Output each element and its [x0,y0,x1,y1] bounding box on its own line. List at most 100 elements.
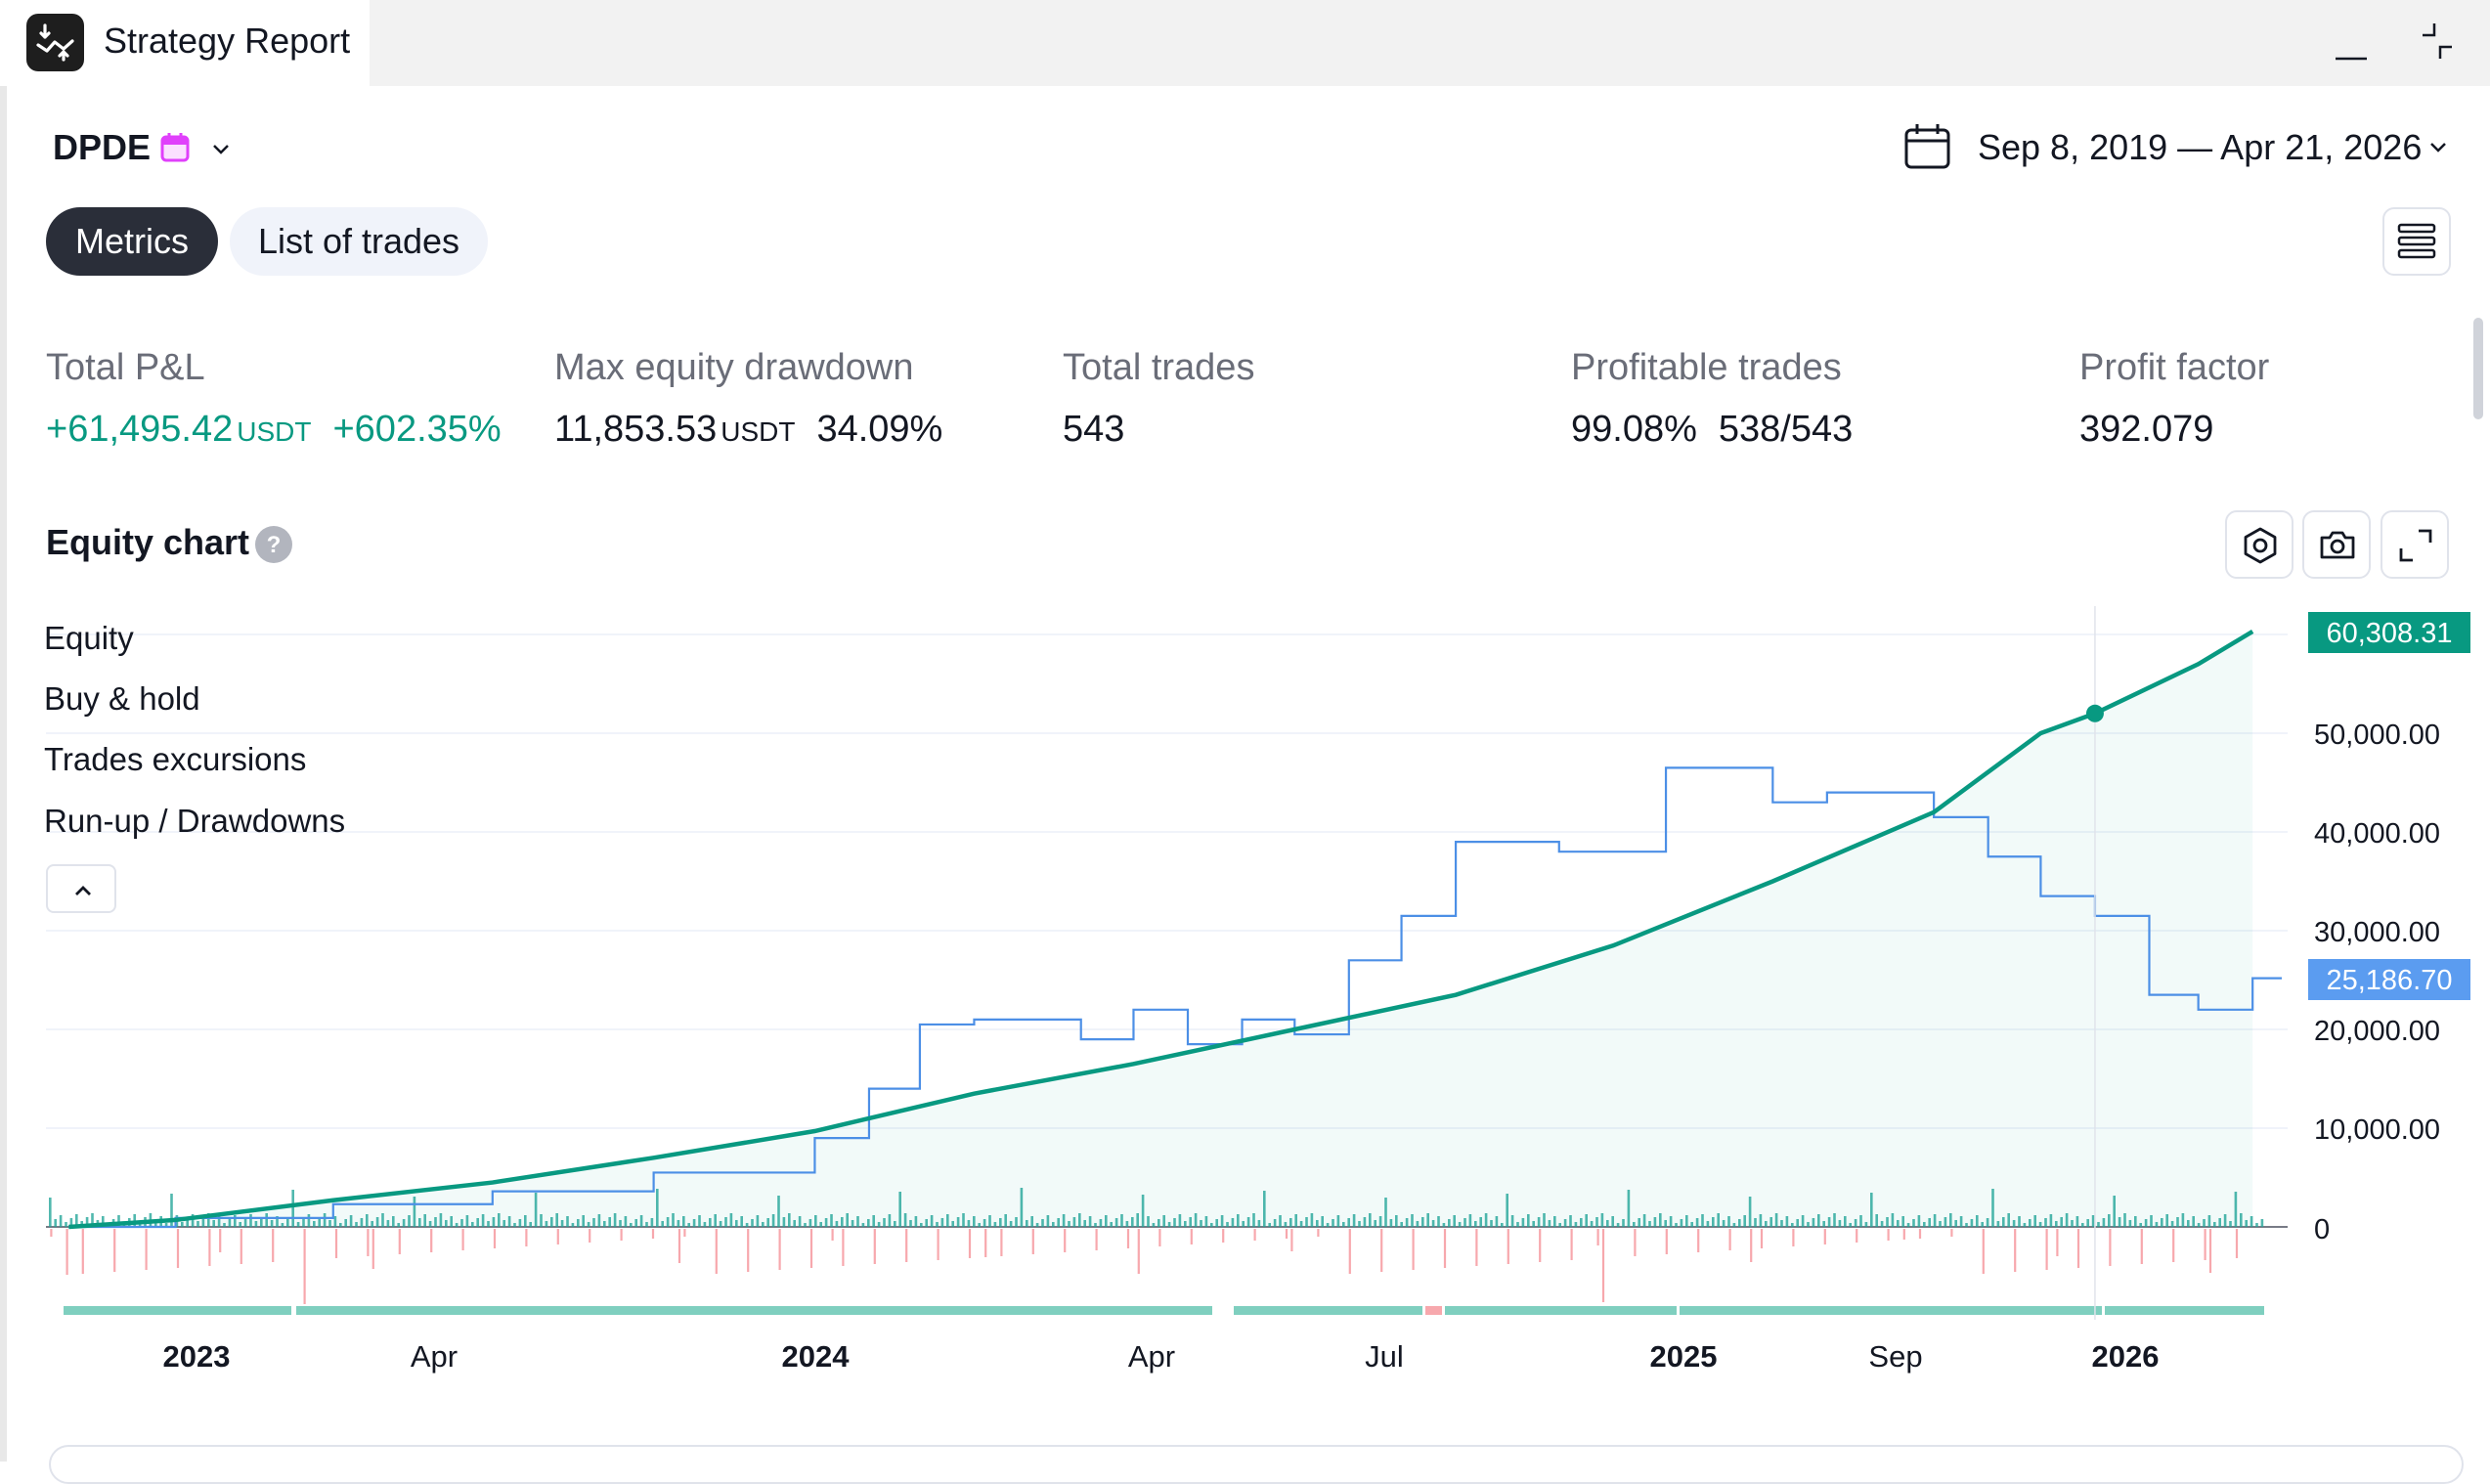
runup-bar [1944,1217,1947,1227]
drawdown-bar [1137,1229,1140,1274]
chart-settings-button[interactable] [2225,510,2293,579]
runup-bar [1484,1213,1488,1227]
settings-icon [2244,527,2277,564]
scrollbar-thumb[interactable] [2473,318,2483,419]
runup-bar [1780,1220,1783,1227]
runup-bar [1389,1219,1393,1227]
runup-bar [1384,1198,1387,1227]
runup-bar [2113,1196,2116,1227]
metric-label: Max equity drawdown [554,347,914,388]
runup-bar [856,1216,859,1227]
runup-bar [2213,1222,2216,1227]
runup-bar [1986,1218,1989,1227]
runup-bar [1263,1191,1266,1227]
fullscreen-button[interactable] [2381,510,2449,579]
drawdown-bar [272,1229,275,1262]
runup-bar [481,1214,485,1227]
symbol-name[interactable]: DPDE [53,127,152,167]
runup-bar [397,1223,400,1227]
runup-bar [1765,1221,1768,1227]
legend-runup-drawdowns[interactable]: Run-up / Drawdowns [44,803,346,839]
chevron-down-icon[interactable] [207,135,235,162]
runup-bar [1268,1223,1271,1227]
runup-bar [1801,1215,1805,1227]
minimize-icon[interactable] [2327,16,2385,74]
drawdown-bar [50,1229,53,1237]
runup-bar [518,1219,522,1227]
runup-bar [1468,1214,1472,1227]
drawdown-bar [620,1229,623,1241]
drawdown-bar [1950,1229,1953,1237]
runup-bar [2144,1219,2148,1227]
runup-bar [993,1222,997,1227]
calendar-icon[interactable] [1902,121,1953,172]
runup-bar [1453,1215,1456,1227]
runup-bar [1052,1222,1055,1227]
equity-last-value [2308,612,2470,653]
runup-bar [1748,1197,1752,1227]
runup-bar [1210,1223,1213,1227]
runup-bar [1411,1214,1414,1227]
runup-bar [1310,1213,1314,1227]
buy-hold-line[interactable] [68,766,2282,1229]
runup-bar [1600,1213,1604,1227]
runup-bar [413,1197,416,1227]
runup-bar [766,1218,769,1227]
runup-bar [1437,1216,1440,1227]
runup-bar [560,1220,564,1227]
drawdown-bar [747,1229,750,1272]
runup-bar [1844,1216,1847,1227]
runup-bar [2234,1192,2238,1227]
runup-bar [1421,1217,1424,1227]
runup-bar [392,1216,395,1227]
runup-bar [1796,1219,1799,1227]
tab-metrics[interactable]: Metrics [46,207,218,276]
runup-bar [524,1215,527,1227]
collapse-legend-button[interactable] [46,864,116,913]
runup-bar [1200,1220,1202,1227]
runup-bar [1026,1220,1028,1227]
runup-bar [1754,1218,1757,1227]
metric-profit-factor: Profit factor 392.079 [2079,344,2269,454]
runup-bar [841,1217,844,1227]
drawdown-bar [303,1229,306,1304]
runup-bar [2128,1220,2132,1227]
runup-bar [861,1223,865,1227]
profitable-ratio: 538/543 [1718,409,1854,450]
runup-bar [824,1218,828,1227]
runup-bar [2038,1222,2042,1227]
expand-icon [2399,529,2432,562]
runup-bar [1838,1220,1842,1227]
window-tab[interactable]: Strategy Report [0,0,370,88]
equity-line[interactable] [68,629,2254,1230]
runup-bar [339,1223,342,1227]
runup-bar [1374,1220,1376,1227]
tab-list-of-trades[interactable]: List of trades [230,207,488,276]
runup-bar [967,1220,971,1227]
layout-menu-button[interactable] [2382,207,2451,276]
chevron-down-icon[interactable] [2424,133,2452,160]
date-range[interactable]: Sep 8, 2019 — Apr 21, 2026 [1978,127,2423,167]
runup-bar [2139,1223,2142,1227]
runup-bar [1933,1214,1937,1227]
runup-bar [545,1221,548,1227]
legend-equity[interactable]: Equity [44,620,134,656]
collapse-window-icon[interactable] [2411,16,2469,74]
runup-bar [260,1217,263,1227]
help-icon[interactable]: ? [254,525,293,564]
legend-buy-hold[interactable]: Buy & hold [44,680,200,717]
drawdown-bar [176,1229,180,1268]
runup-bar [2170,1221,2174,1227]
runup-bar [550,1217,553,1227]
runup-bar [234,1215,237,1227]
runup-bar [566,1216,569,1227]
runup-bar [471,1222,474,1227]
legend-trades-excursions[interactable]: Trades excursions [44,741,307,777]
runup-bar [1474,1221,1477,1227]
runup-bar [1976,1215,1979,1227]
x-tick-label: 2024 [782,1339,851,1374]
runup-bar [898,1192,901,1227]
runup-bar [867,1219,870,1227]
snapshot-button[interactable] [2302,510,2371,579]
equity-chart[interactable]: 50,000.00 40,000.00 30,000.00 20,000.00 10,0… [0,587,2490,1398]
